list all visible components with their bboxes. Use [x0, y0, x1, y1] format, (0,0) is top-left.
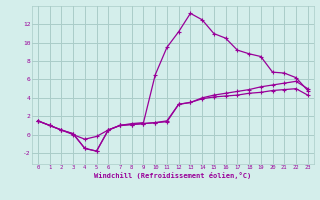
X-axis label: Windchill (Refroidissement éolien,°C): Windchill (Refroidissement éolien,°C)	[94, 172, 252, 179]
